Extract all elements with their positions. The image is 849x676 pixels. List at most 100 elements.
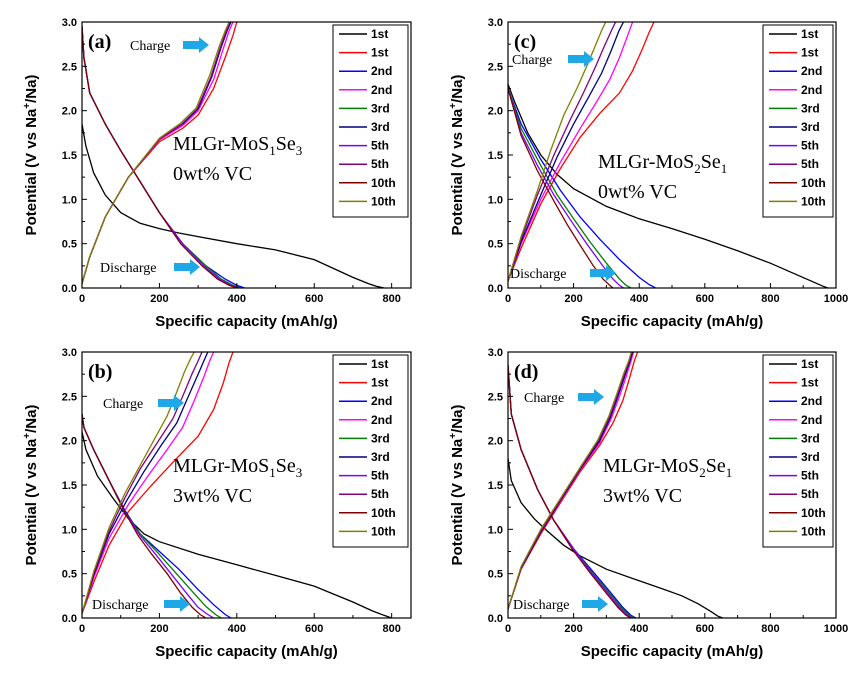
charge-label: Charge xyxy=(130,39,170,54)
panel-label: (b) xyxy=(88,361,112,383)
x-tick-label: 200 xyxy=(564,293,582,305)
y-tick-label: 1.5 xyxy=(62,480,77,492)
sample-subscript: 2 xyxy=(694,161,701,176)
sample-name: Se xyxy=(276,455,296,477)
sample-subscript: 1 xyxy=(721,161,728,176)
legend-entry: 3rd xyxy=(801,101,820,115)
discharge-arrow-icon xyxy=(582,596,608,612)
series-line-8 xyxy=(508,365,632,618)
series-line-2 xyxy=(82,26,245,288)
series-line-7 xyxy=(508,22,617,282)
series-line-2 xyxy=(508,88,656,288)
y-axis-title-part: Potential (V vs Na xyxy=(449,108,466,235)
y-axis-title: Potential (V vs Na+/Na) xyxy=(448,75,466,236)
x-tick-label: 800 xyxy=(761,623,779,635)
y-tick-label: 0.5 xyxy=(488,239,503,251)
y-axis-title: Potential (V vs Na+/Na) xyxy=(22,75,40,236)
legend-entry: 1st xyxy=(801,27,818,41)
y-tick-label: 0.0 xyxy=(62,283,77,295)
series-line-5 xyxy=(82,352,209,614)
sample-subscript: 2 xyxy=(699,465,706,480)
x-tick-label: 200 xyxy=(564,623,582,635)
legend-entry: 10th xyxy=(801,194,826,208)
x-tick-label: 600 xyxy=(305,623,323,635)
legend-entry: 10th xyxy=(371,506,396,520)
series-line-0 xyxy=(508,458,724,618)
y-axis-title-part: Potential (V vs Na xyxy=(449,438,466,565)
sample-name: Se xyxy=(706,455,726,477)
legend-entry: 2nd xyxy=(801,413,822,427)
discharge-label: Discharge xyxy=(100,261,157,276)
y-axis-title: Potential (V vs Na+/Na) xyxy=(22,405,40,566)
series-line-1 xyxy=(508,22,655,282)
series-line-1 xyxy=(82,352,234,614)
y-tick-label: 0.5 xyxy=(62,239,77,251)
y-axis-title-superscript: + xyxy=(448,103,459,109)
series-line-9 xyxy=(82,22,230,284)
x-tick-label: 800 xyxy=(382,293,400,305)
y-tick-label: 2.5 xyxy=(488,391,503,403)
legend-entry: 5th xyxy=(801,469,819,483)
electrolyte-annotation: 3wt% VC xyxy=(603,485,682,507)
y-tick-label: 0.0 xyxy=(488,613,503,625)
series-group xyxy=(82,352,392,618)
x-tick-label: 200 xyxy=(150,623,168,635)
legend-entry: 5th xyxy=(801,139,819,153)
charge-label: Charge xyxy=(103,397,143,412)
charge-label: Charge xyxy=(524,391,564,406)
series-line-6 xyxy=(508,88,624,288)
discharge-arrow-icon xyxy=(590,265,616,281)
series-line-9 xyxy=(82,352,195,614)
legend-entry: 1st xyxy=(371,357,388,371)
sample-annotation: MLGr-MoS2Se1 xyxy=(598,151,727,176)
x-axis-title: Specific capacity (mAh/g) xyxy=(581,643,764,660)
x-tick-label: 600 xyxy=(305,293,323,305)
y-axis-title-superscript: + xyxy=(22,103,33,109)
legend-entry: 2nd xyxy=(801,64,822,78)
legend-entry: 1st xyxy=(801,357,818,371)
discharge-arrow-icon xyxy=(174,259,200,275)
legend-entry: 10th xyxy=(371,176,396,190)
x-axis-title: Specific capacity (mAh/g) xyxy=(155,313,338,330)
y-tick-label: 2.0 xyxy=(488,106,503,118)
legend-entry: 5th xyxy=(371,139,389,153)
y-axis-title-part: /Na) xyxy=(23,405,40,433)
y-tick-label: 1.0 xyxy=(488,524,503,536)
y-tick-label: 0.5 xyxy=(488,569,503,581)
y-tick-label: 0.0 xyxy=(488,283,503,295)
sample-subscript: 1 xyxy=(269,143,276,158)
sample-subscript: 1 xyxy=(726,465,733,480)
legend: 1st 1st 2nd 2nd 3rd 3rd 5th 5th 10th 10th xyxy=(332,24,409,218)
y-tick-label: 2.0 xyxy=(488,436,503,448)
legend-box xyxy=(332,354,409,548)
x-tick-label: 0 xyxy=(505,623,511,635)
panel-b: 0 200 400 600 800 0.0 0.5 1.0 1.5 2.0 2.5 3.0 Specif… xyxy=(22,347,412,660)
legend-entry: 10th xyxy=(801,524,826,538)
legend-entry: 10th xyxy=(801,176,826,190)
legend-entry: 2nd xyxy=(801,394,822,408)
y-tick-label: 3.0 xyxy=(62,17,77,29)
series-line-6 xyxy=(82,414,214,618)
series-line-7 xyxy=(82,352,203,614)
panel-d: 0 200 400 600 800 1000 0.0 0.5 1.0 1.5 2.0 2.5 3.0 Sp… xyxy=(448,347,848,660)
discharge-arrow-icon xyxy=(164,596,190,612)
charge-arrow-icon xyxy=(183,37,209,53)
legend-entry: 3rd xyxy=(371,450,390,464)
legend-entry: 2nd xyxy=(371,413,392,427)
series-line-4 xyxy=(508,88,632,288)
series-line-0 xyxy=(508,83,829,288)
charge-arrow-icon xyxy=(578,389,604,405)
series-line-4 xyxy=(82,26,241,288)
sample-name: MLGr-MoS xyxy=(173,133,269,155)
series-group xyxy=(82,22,385,288)
y-tick-label: 1.0 xyxy=(62,524,77,536)
legend-entry: 1st xyxy=(371,27,388,41)
sample-name: MLGr-MoS xyxy=(173,455,269,477)
x-tick-label: 400 xyxy=(228,293,246,305)
legend-entry: 3rd xyxy=(801,431,820,445)
y-tick-label: 3.0 xyxy=(488,17,503,29)
series-line-8 xyxy=(82,414,207,618)
y-axis-title: Potential (V vs Na+/Na) xyxy=(448,405,466,566)
legend-box xyxy=(762,24,834,218)
